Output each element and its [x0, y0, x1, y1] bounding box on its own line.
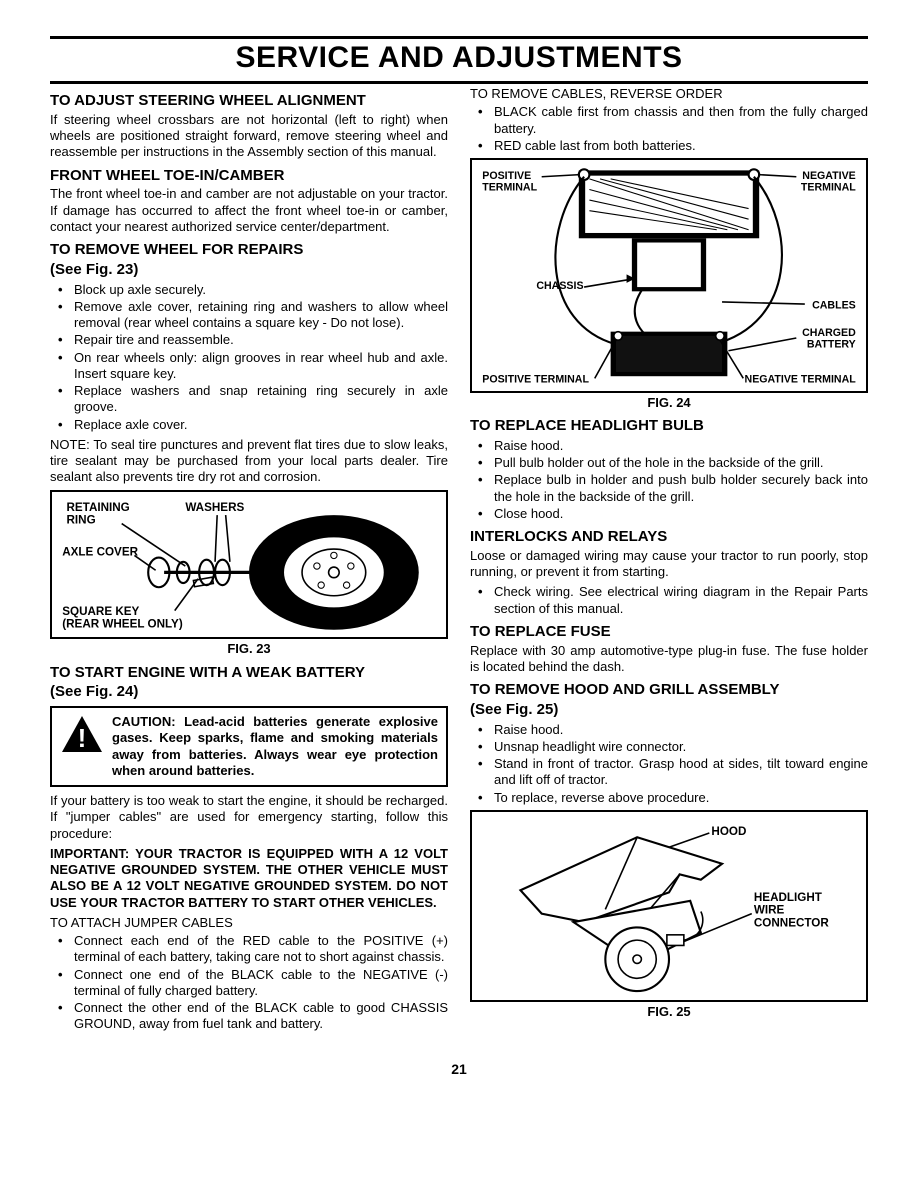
- list-interlocks: Check wiring. See electrical wiring diag…: [470, 584, 868, 617]
- heading-interlocks: INTERLOCKS AND RELAYS: [470, 528, 868, 547]
- page-title: SERVICE AND ADJUSTMENTS: [50, 41, 868, 75]
- sub-fig24: (See Fig. 24): [50, 683, 448, 702]
- list-item: Check wiring. See electrical wiring diag…: [470, 584, 868, 617]
- label-hood: HOOD: [711, 825, 746, 838]
- heading-fuse: TO REPLACE FUSE: [470, 623, 868, 642]
- list-item: Close hood.: [470, 506, 868, 522]
- fig23-svg: RETAININGRING WASHERS AXLE COVER SQUARE …: [58, 496, 440, 634]
- note-seal: NOTE: To seal tire punctures and prevent…: [50, 437, 448, 486]
- heading-hood: TO REMOVE HOOD AND GRILL ASSEMBLY: [470, 681, 868, 700]
- page: SERVICE AND ADJUSTMENTS TO ADJUST STEERI…: [0, 0, 918, 1117]
- body-toein: The front wheel toe-in and camber are no…: [50, 186, 448, 235]
- list-item: Block up axle securely.: [50, 282, 448, 298]
- label-connector: HEADLIGHTWIRECONNECTOR: [754, 891, 829, 929]
- list-item: Connect the other end of the BLACK cable…: [50, 1000, 448, 1033]
- caution-box: ! CAUTION: Lead-acid batteries generate …: [50, 706, 448, 787]
- left-column: TO ADJUST STEERING WHEEL ALIGNMENT If st…: [50, 86, 448, 1037]
- fig24-box: POSITIVETERMINAL NEGATIVETERMINAL: [470, 158, 868, 393]
- fig25-svg: HOOD HEADLIGHTWIRECONNECTOR: [478, 816, 860, 996]
- fig24-svg: POSITIVETERMINAL NEGATIVETERMINAL: [478, 164, 860, 387]
- attach-heading: TO ATTACH JUMPER CABLES: [50, 915, 448, 931]
- heading-steering: TO ADJUST STEERING WHEEL ALIGNMENT: [50, 92, 448, 111]
- list-item: Replace bulb in holder and push bulb hol…: [470, 472, 868, 505]
- fig23-caption: FIG. 23: [50, 641, 448, 657]
- svg-text:!: !: [78, 723, 87, 753]
- heading-removewheel: TO REMOVE WHEEL FOR REPAIRS: [50, 241, 448, 260]
- list-item: Replace axle cover.: [50, 417, 448, 433]
- label-retaining: RETAININGRING: [66, 500, 129, 526]
- body-steering: If steering wheel crossbars are not hori…: [50, 112, 448, 161]
- heading-weakbattery: TO START ENGINE WITH A WEAK BATTERY: [50, 664, 448, 683]
- title-underline: [50, 81, 868, 84]
- body-weakbattery: If your battery is too weak to start the…: [50, 793, 448, 842]
- heading-headlight: TO REPLACE HEADLIGHT BULB: [470, 417, 868, 436]
- fig25-caption: FIG. 25: [470, 1004, 868, 1020]
- list-removecables: BLACK cable first from chassis and then …: [470, 104, 868, 154]
- fig25-box: HOOD HEADLIGHTWIRECONNECTOR: [470, 810, 868, 1002]
- important-note: IMPORTANT: YOUR TRACTOR IS EQUIPPED WITH…: [50, 846, 448, 911]
- top-rule: [50, 36, 868, 39]
- columns: TO ADJUST STEERING WHEEL ALIGNMENT If st…: [50, 86, 868, 1037]
- fig24-caption: FIG. 24: [470, 395, 868, 411]
- list-item: Remove axle cover, retaining ring and wa…: [50, 299, 448, 332]
- list-item: On rear wheels only: align grooves in re…: [50, 350, 448, 383]
- list-item: To replace, reverse above procedure.: [470, 790, 868, 806]
- remove-cables-heading: TO REMOVE CABLES, REVERSE ORDER: [470, 86, 868, 102]
- label-axlecover: AXLE COVER: [62, 545, 138, 558]
- sub-fig23: (See Fig. 23): [50, 261, 448, 280]
- caution-text: CAUTION: Lead-acid batteries generate ex…: [112, 714, 438, 779]
- page-number: 21: [50, 1061, 868, 1077]
- list-item: Connect one end of the BLACK cable to th…: [50, 967, 448, 1000]
- list-item: Pull bulb holder out of the hole in the …: [470, 455, 868, 471]
- heading-toein: FRONT WHEEL TOE-IN/CAMBER: [50, 167, 448, 186]
- list-item: RED cable last from both batteries.: [470, 138, 868, 154]
- label-charged: CHARGEDBATTERY: [802, 327, 856, 351]
- label-negterm: NEGATIVETERMINAL: [801, 170, 856, 194]
- list-item: BLACK cable first from chassis and then …: [470, 104, 868, 137]
- label-washers: WASHERS: [185, 500, 244, 513]
- label-squarekey: SQUARE KEY(REAR WHEEL ONLY): [62, 604, 183, 630]
- list-item: Raise hood.: [470, 438, 868, 454]
- list-headlight: Raise hood. Pull bulb holder out of the …: [470, 438, 868, 522]
- sub-fig25: (See Fig. 25): [470, 701, 868, 720]
- list-item: Repair tire and reassemble.: [50, 332, 448, 348]
- list-item: Unsnap headlight wire connector.: [470, 739, 868, 755]
- important-text: IMPORTANT: YOUR TRACTOR IS EQUIPPED WITH…: [50, 846, 448, 910]
- body-interlocks: Loose or damaged wiring may cause your t…: [470, 548, 868, 581]
- right-column: TO REMOVE CABLES, REVERSE ORDER BLACK ca…: [470, 86, 868, 1037]
- list-item: Connect each end of the RED cable to the…: [50, 933, 448, 966]
- caution-triangle-icon: !: [60, 714, 104, 754]
- list-hood: Raise hood. Unsnap headlight wire connec…: [470, 722, 868, 806]
- label-cables: CABLES: [812, 299, 856, 311]
- label-posterm: POSITIVETERMINAL: [482, 170, 537, 194]
- fig23-box: RETAININGRING WASHERS AXLE COVER SQUARE …: [50, 490, 448, 640]
- list-item: Raise hood.: [470, 722, 868, 738]
- body-fuse: Replace with 30 amp automotive-type plug…: [470, 643, 868, 676]
- label-posterm2: POSITIVE TERMINAL: [482, 374, 589, 386]
- list-attach: Connect each end of the RED cable to the…: [50, 933, 448, 1033]
- list-item: Replace washers and snap retaining ring …: [50, 383, 448, 416]
- list-removewheel: Block up axle securely. Remove axle cove…: [50, 282, 448, 433]
- label-negterm2: NEGATIVE TERMINAL: [745, 374, 857, 386]
- list-item: Stand in front of tractor. Grasp hood at…: [470, 756, 868, 789]
